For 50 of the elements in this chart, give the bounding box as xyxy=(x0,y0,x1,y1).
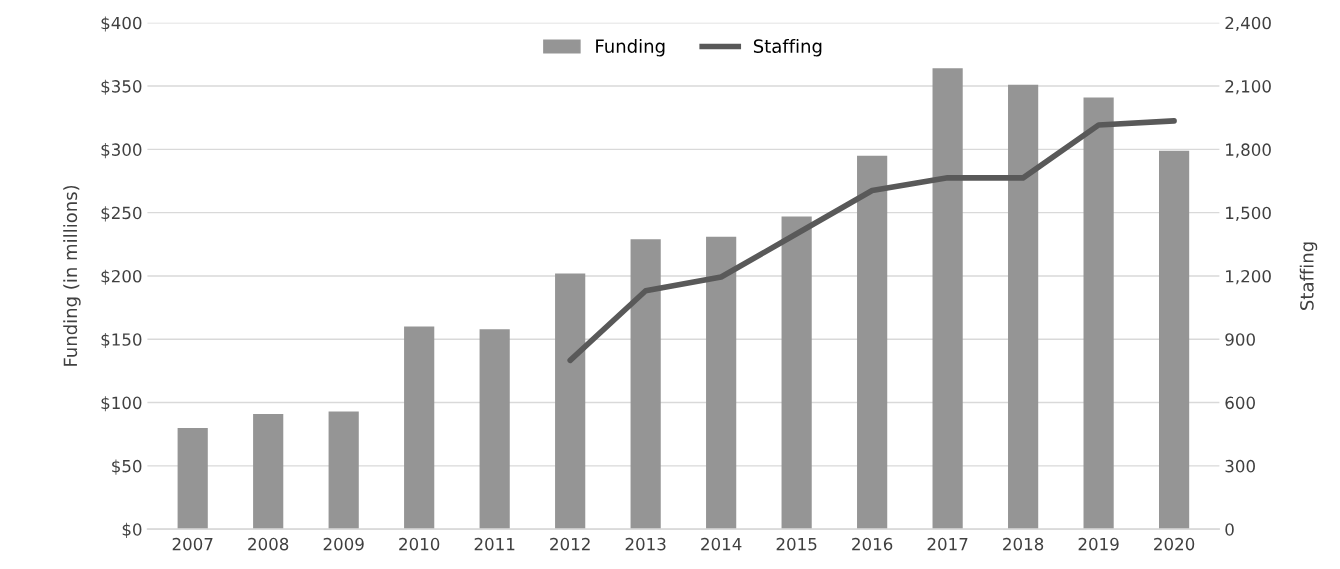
y-tick-label: $250 xyxy=(101,206,142,222)
bar xyxy=(555,273,586,530)
y-tick-label: $350 xyxy=(101,79,142,95)
y-tick-label: $150 xyxy=(101,332,142,349)
bar xyxy=(1083,97,1114,530)
x-tick-label: 2009 xyxy=(323,537,364,551)
y-tick-label: $300 xyxy=(101,143,142,159)
y2-tick-label: 1,200 xyxy=(1226,269,1271,285)
x-tick-label: 2010 xyxy=(399,537,440,551)
legend-label: Staffing xyxy=(753,39,822,57)
bar xyxy=(630,239,661,530)
y2-tick-label: 600 xyxy=(1225,396,1255,410)
y-tick-label: $200 xyxy=(101,269,142,285)
bar xyxy=(479,329,510,530)
bar xyxy=(1008,84,1039,530)
y2-tick-label: 1,800 xyxy=(1226,143,1271,158)
x-tick-label: 2008 xyxy=(248,537,289,551)
x-tick-label: 2018 xyxy=(1003,537,1044,551)
bar xyxy=(857,155,888,530)
x-tick-label: 2020 xyxy=(1154,537,1195,551)
x-tick-label: 2019 xyxy=(1078,537,1119,551)
y-tick-label: $0 xyxy=(122,522,142,538)
bar xyxy=(404,326,435,530)
y2-tick-label: 2,400 xyxy=(1225,16,1271,32)
y-tick-label: $50 xyxy=(112,459,142,475)
y-tick-label: $400 xyxy=(101,16,142,32)
y2-tick-label: 300 xyxy=(1225,459,1255,473)
legend-label: Funding xyxy=(596,39,665,57)
bar xyxy=(253,413,284,530)
bar xyxy=(706,236,737,530)
y-axis-title: Funding (in millions) xyxy=(63,185,81,366)
bar xyxy=(1159,150,1190,530)
x-tick-label: 2011 xyxy=(474,537,515,551)
y2-tick-label: 900 xyxy=(1225,333,1255,346)
x-tick-label: 2014 xyxy=(701,537,742,551)
bar xyxy=(932,68,963,530)
x-tick-label: 2017 xyxy=(927,537,968,551)
y2-tick-label: 2,100 xyxy=(1225,80,1271,95)
y2-axis-title: Staffing xyxy=(1299,242,1318,310)
bar xyxy=(781,216,812,530)
x-tick-label: 2012 xyxy=(550,537,590,551)
x-tick-label: 2015 xyxy=(776,537,817,551)
x-tick-label: 2013 xyxy=(625,537,666,551)
y-tick-label: $100 xyxy=(101,396,142,412)
x-tick-label: 2016 xyxy=(852,537,893,551)
x-tick-label: 2007 xyxy=(172,537,213,551)
bar xyxy=(328,411,359,530)
bar xyxy=(177,427,208,530)
y2-tick-label: 0 xyxy=(1225,523,1234,536)
y2-tick-label: 1,500 xyxy=(1226,206,1271,221)
